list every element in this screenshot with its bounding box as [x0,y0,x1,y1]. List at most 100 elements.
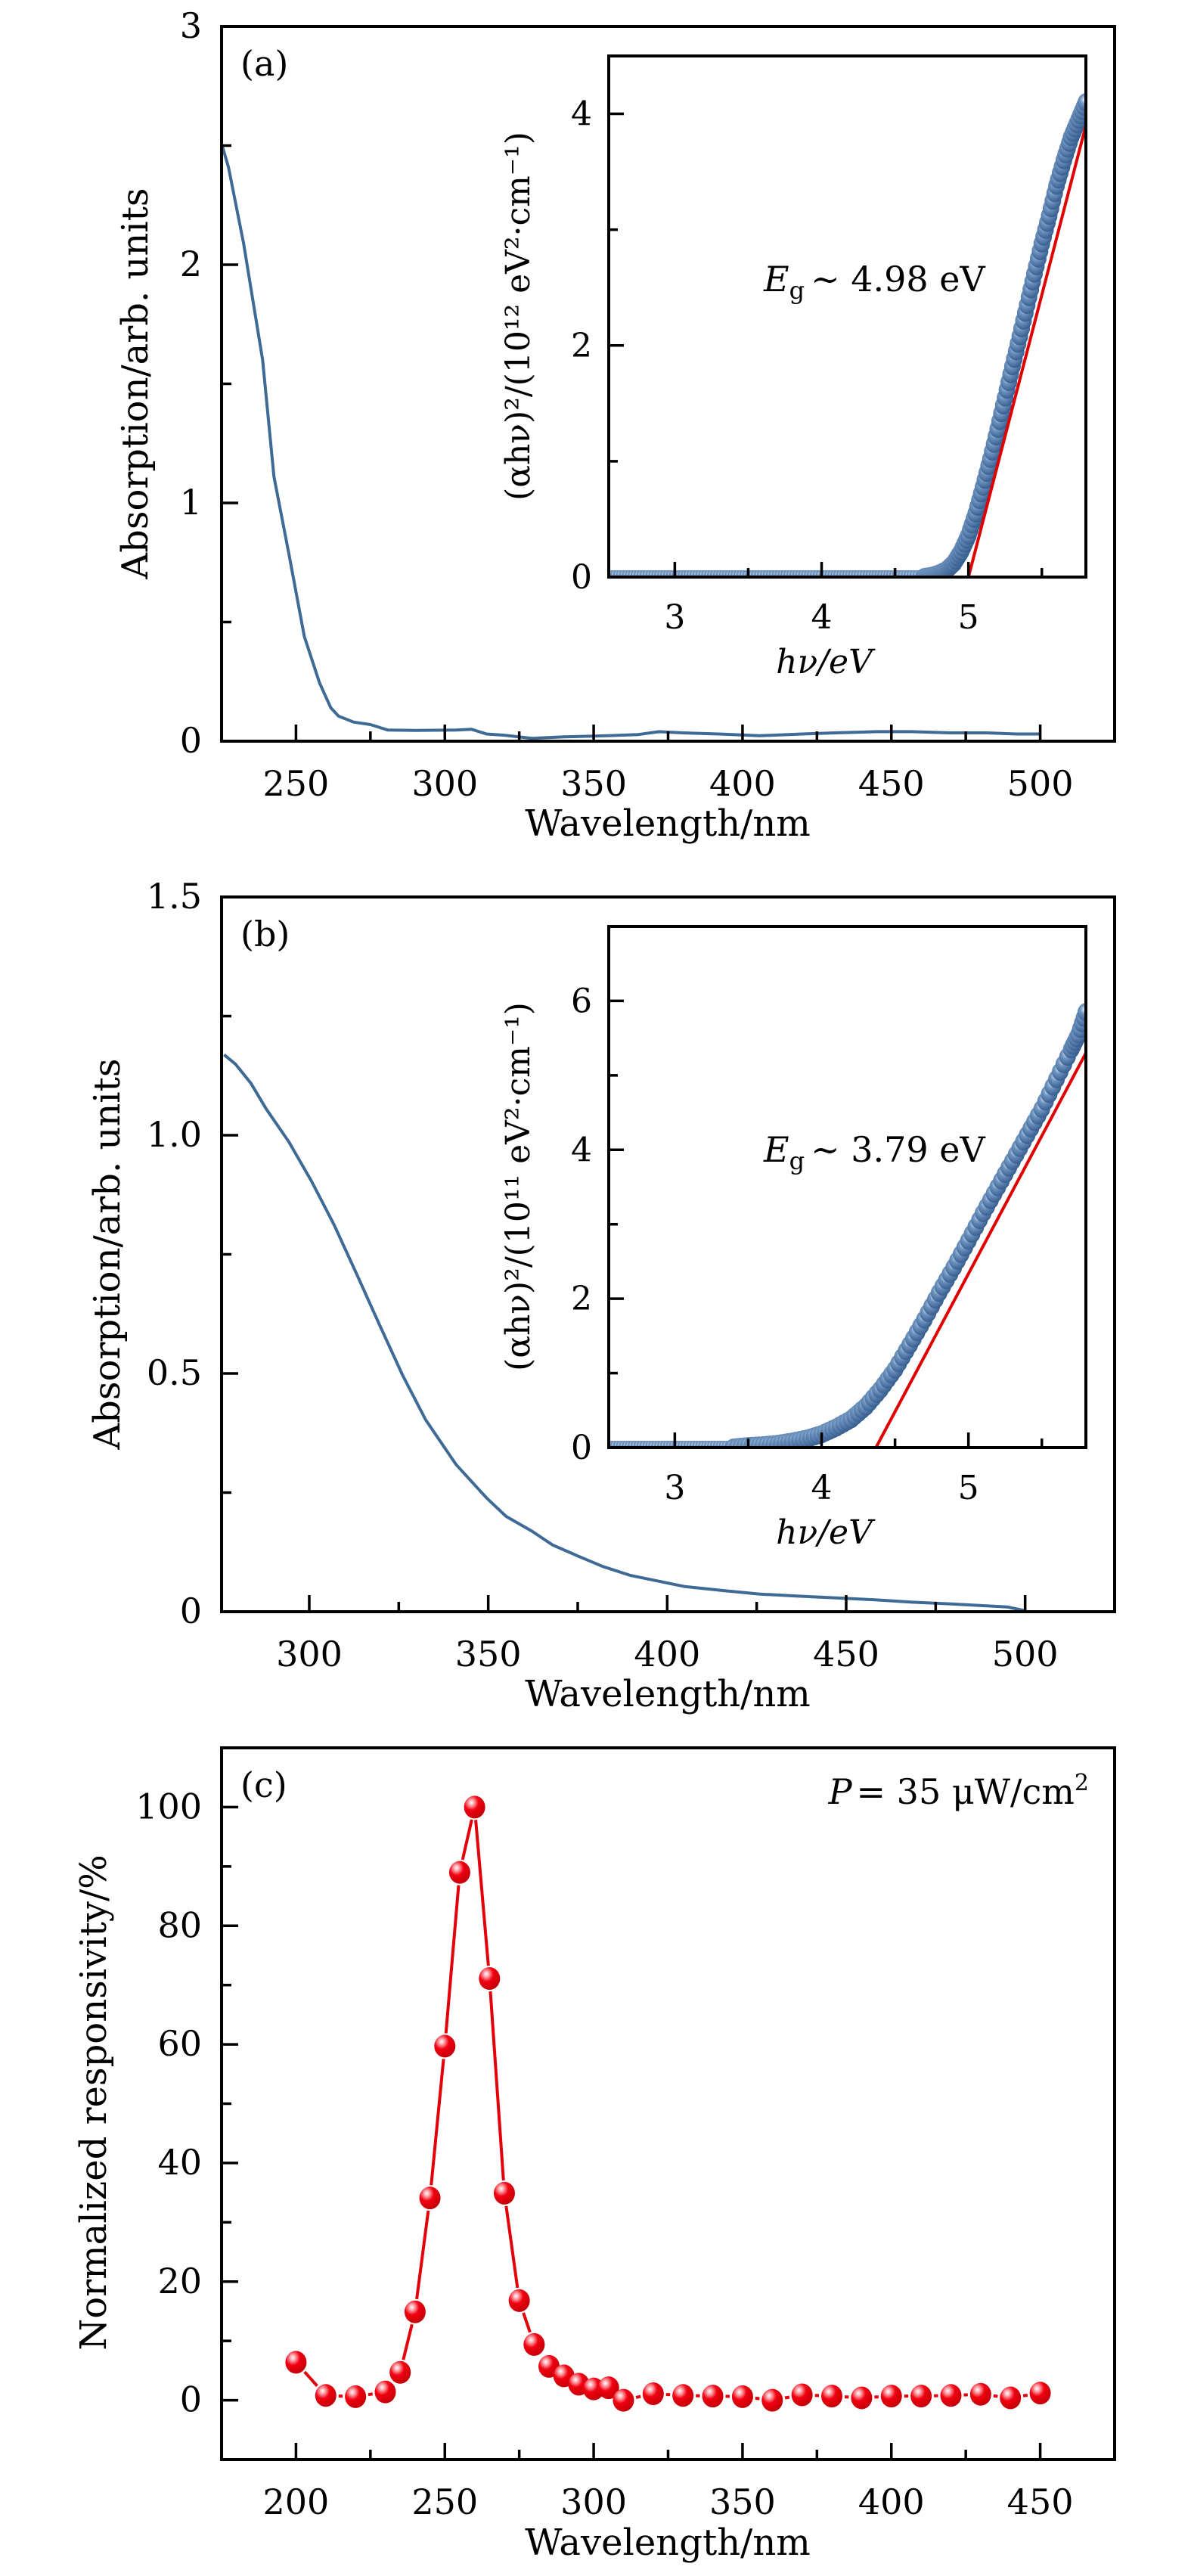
panel-b-xtick-label: 400 [634,1634,700,1674]
panel-a-xtick-label: 400 [709,763,776,804]
panel-c-responsivity-segment [303,2370,318,2387]
panel-c-responsivity-segment [993,2394,998,2398]
panel-c-data-point [597,2376,619,2400]
panel-b-ytick-label: 1.0 [147,1114,202,1155]
panel-c-data-point [479,1967,501,1991]
panel-a-ylabel: Absorption/arb. units [114,188,157,579]
panel-b-inset-fit-line [874,1052,1086,1448]
panel-b-inset-point [1078,1003,1086,1022]
bandgap-subscript: g [789,276,805,305]
panel-c-ytick-label: 20 [157,2261,202,2301]
panel-a-xtick-label: 450 [858,763,925,804]
panel-b-bandgap-annotation: Eg ∼ 3.79 eV [763,1129,986,1175]
panel-a-xtick-label: 350 [560,763,627,804]
panel-a-inset-xlabel: hν/eV [776,643,876,681]
bandgap-value: ∼ 4.98 eV [811,259,985,299]
panel-a-ytick-label: 1 [180,482,202,523]
panel-b-xtick-label: 500 [992,1634,1059,1674]
panel-c-data-point [374,2380,396,2404]
panel-c-data-point [508,2289,530,2312]
panel-b-inset-ytick-label: 0 [571,1429,592,1467]
panel-c-responsivity-segment [474,1820,490,1966]
panel-a-inset-ytick-label: 0 [571,558,592,597]
panel-c-xtick-label: 250 [411,2481,478,2522]
panel-b-inset-ytick-label: 4 [571,1131,592,1169]
panel-c-label: (c) [240,1764,287,1805]
panel-c-data-point [702,2385,724,2408]
panel-c-responsivity-segment [488,1991,505,2181]
panel-b-xlabel: Wavelength/nm [525,1673,811,1715]
panel-b-inset-xlabel: hν/eV [776,1513,876,1552]
panel-b-inset-ticks: 3 4 5 0 2 4 6 [571,982,1044,1507]
panel-a-bandgap-annotation: Eg ∼ 4.98 eV [763,259,986,305]
panel-c-data-point [315,2384,337,2407]
power-value: = 35 μW/cm [857,1771,1075,1812]
panel-b-xtick-label: 450 [813,1634,879,1674]
panel-c-data-point [731,2385,753,2408]
panel-c-data-point [285,2351,307,2374]
panel-b-ylabel: Absorption/arb. units [86,1058,129,1450]
panel-a-inset-plot [609,93,1086,577]
panel-a-xtick-label: 500 [1007,763,1074,804]
panel-a-ytick-label: 3 [180,5,202,46]
panel-c-data-point [1029,2382,1051,2405]
panel-b-ytick-label: 1.5 [147,876,202,917]
panel-b-inset-xtick-label: 4 [811,1469,833,1507]
panel-a-inset-point [1078,93,1086,112]
panel-c-ticks: 200 250 300 350 400 450 0 20 40 60 80 100 [135,1786,1073,2522]
panel-c-data-point [1000,2386,1022,2410]
panel-b-inset-ytick-label: 2 [571,1280,592,1318]
panel-c-xlabel: Wavelength/nm [525,2522,811,2564]
panel-c-ytick-label: 100 [135,1786,202,1826]
panel-b-inset-plot [609,1003,1086,1448]
panel-c-responsivity-segment [504,2205,520,2289]
panel-c-data-point [821,2385,843,2408]
panel-c-responsivity-segment [402,2323,414,2360]
panel-b-inset-xtick-label: 5 [958,1469,979,1507]
panel-c-data-point [642,2382,664,2405]
panel-c-data-point [791,2383,813,2407]
panel-c-data-point [434,2034,456,2058]
panel-c-plot [285,1795,1051,2412]
panel-c-xtick-label: 450 [1007,2481,1074,2522]
panel-c-data-point [464,1795,485,1819]
panel-b-ytick-label: 0.5 [147,1352,202,1393]
panel-b-xtick-label: 300 [276,1634,343,1674]
panel-c: 200 250 300 350 400 450 0 20 40 60 80 100 (c) Wavel… [73,1746,1116,2564]
panel-c-data-point [523,2332,545,2356]
panel-b-inset: 3 4 5 0 2 4 6 hν/eV (αhν)²/(10¹¹ eV²·cm⁻¹) Eg ∼… [499,925,1087,1552]
panel-c-data-point [910,2385,932,2408]
panel-c-responsivity-segment [755,2396,760,2401]
panel-c-data-point [389,2360,411,2384]
panel-c-data-point [851,2386,873,2410]
panel-c-responsivity-segment [461,1819,473,1861]
panel-c-ytick-label: 40 [157,2142,202,2183]
panel-a-inset-ylabel: (αhν)²/(10¹² eV²·cm⁻¹) [499,132,538,501]
panel-c-data-point [448,1861,470,1884]
panel-a-ytick-label: 0 [180,720,202,761]
panel-c-xtick-label: 300 [560,2481,627,2522]
panel-c-data-point [419,2186,441,2210]
panel-c-data-point [672,2384,694,2407]
bandgap-value: ∼ 3.79 eV [811,1129,985,1170]
panel-a-inset-frame [607,54,1087,579]
panel-c-xtick-label: 350 [709,2481,776,2522]
panel-b-plot [223,1053,1026,1612]
panel-c-responsivity-segment [415,2210,430,2300]
panel-a-inset-ytick-label: 4 [571,95,592,134]
power-symbol: P [828,1771,853,1812]
bandgap-subscript: g [789,1147,805,1175]
panel-a-inset-xtick-label: 4 [811,598,833,637]
panel-c-responsivity-segment [635,2394,641,2399]
panel-a-inset-ytick-label: 2 [571,327,592,365]
panel-b-label: (b) [240,914,290,954]
power-superscript: 2 [1075,1770,1089,1796]
panel-c-xtick-label: 200 [263,2481,330,2522]
panel-c-data-point [969,2382,991,2406]
panel-c-data-point [940,2384,962,2407]
panel-a-xlabel: Wavelength/nm [525,802,811,845]
